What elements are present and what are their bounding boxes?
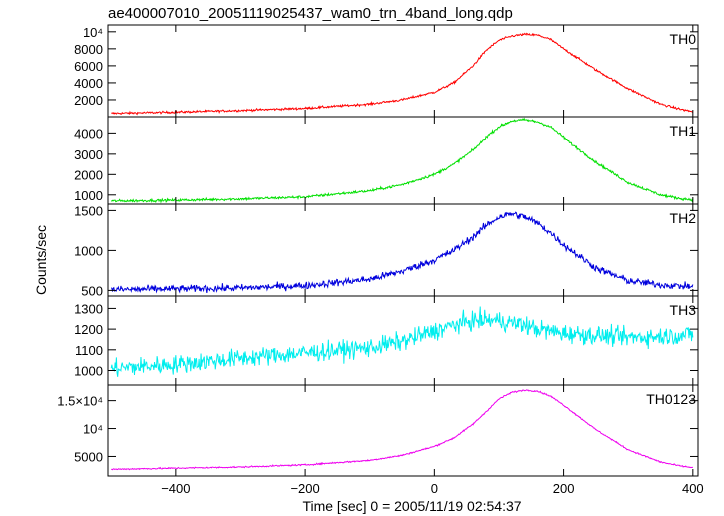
y-tick-label: 5000	[74, 449, 103, 464]
panel-label-th1: TH1	[670, 123, 697, 139]
y-tick-label: 1100	[75, 343, 103, 358]
panel-th3: 1000 1100 1200 1300 TH3	[74, 295, 699, 386]
x-axis-label: Time [sec] 0 = 2005/11/19 02:54:37	[302, 498, 521, 514]
x-tick-label: −400	[161, 481, 190, 496]
series-line-th3	[110, 306, 694, 377]
y-tick-label: 6000	[74, 59, 103, 74]
chart-title: ae400007010_20051119025437_wam0_trn_4ban…	[108, 5, 513, 22]
y-tick-label: 10⁴	[83, 422, 103, 437]
panel-label-th0: TH0	[670, 31, 697, 47]
y-tick-label: 8000	[74, 42, 103, 57]
panel-label-th3: TH3	[670, 302, 697, 318]
panel-th0123: 5000 10⁴ 1.5×10⁴ TH0123	[57, 384, 699, 477]
panel-label-th2: TH2	[670, 210, 697, 226]
x-axis: −400 −200 0 200 400	[161, 481, 703, 496]
y-tick-label: 1000	[74, 188, 103, 203]
series-line-th0123	[111, 389, 694, 471]
y-tick-label: 1.5×10⁴	[57, 394, 103, 409]
panels-layer: 2000 4000 6000 8000 10⁴ TH0 1000 2000 3000 4000 TH…	[57, 24, 699, 477]
y-tick-label: 1000	[74, 243, 103, 258]
panel-th1: 1000 2000 3000 4000 TH1	[74, 116, 699, 205]
x-tick-label: −200	[290, 481, 319, 496]
y-tick-label: 1200	[74, 322, 103, 337]
panel-frame-th0	[107, 24, 699, 118]
series-line-th0	[111, 32, 694, 116]
y-tick-label: 4000	[74, 76, 103, 91]
series-line-th2	[110, 211, 694, 294]
x-tick-label: 0	[431, 481, 438, 496]
y-tick-label: 10⁴	[83, 25, 103, 40]
panel-frame-th2	[107, 203, 699, 297]
series-line-th1	[110, 117, 694, 204]
panel-th2: 500 1000 1500 TH2	[74, 203, 699, 298]
x-tick-label: 200	[553, 481, 575, 496]
y-tick-label: 1000	[74, 364, 103, 379]
y-axis-label: Counts/sec	[33, 225, 49, 295]
x-tick-label: 400	[682, 481, 704, 496]
y-tick-label: 1500	[74, 203, 103, 218]
panel-label-th0123: TH0123	[646, 391, 696, 407]
y-tick-label: 2000	[74, 167, 103, 182]
y-tick-label: 2000	[74, 93, 103, 108]
panel-th0: 2000 4000 6000 8000 10⁴ TH0	[74, 24, 699, 118]
panel-frame-th1	[107, 116, 699, 205]
y-tick-label: 3000	[74, 147, 103, 162]
y-tick-label: 4000	[74, 126, 103, 141]
y-tick-label: 500	[81, 283, 103, 298]
panel-frame-th0123	[107, 384, 699, 477]
y-tick-label: 1300	[74, 301, 103, 316]
